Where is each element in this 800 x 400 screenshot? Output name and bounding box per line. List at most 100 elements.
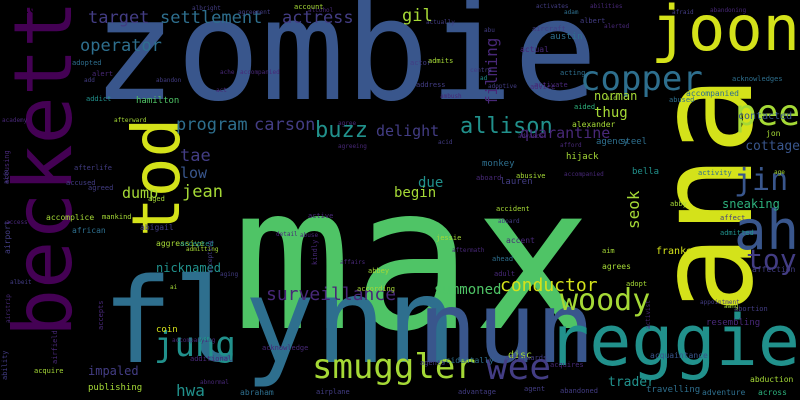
cloud-word: acknowledge — [262, 344, 309, 352]
cloud-word: agreeing — [338, 143, 367, 150]
cloud-word: carson — [254, 115, 316, 135]
cloud-word: adventure — [702, 388, 746, 397]
cloud-word: gil — [402, 6, 433, 26]
cloud-word: activates — [536, 3, 569, 10]
cloud-word: ability — [1, 350, 9, 380]
cloud-word: accent — [506, 236, 535, 245]
cloud-word: allison — [460, 114, 553, 139]
cloud-word: toy — [746, 243, 797, 276]
cloud-word: adult — [494, 270, 516, 278]
cloud-word: abbey — [368, 267, 390, 275]
cloud-word: alert — [92, 70, 114, 78]
cloud-word: alexander — [572, 120, 616, 129]
cloud-word: ambush — [440, 93, 462, 100]
cloud-word: albright — [192, 5, 221, 12]
cloud-word: aboard — [498, 218, 520, 225]
cloud-word: advance — [518, 133, 544, 140]
cloud-word: advantage — [458, 388, 496, 396]
cloud-word: wee — [486, 347, 552, 388]
cloud-word: frankenstein — [656, 246, 729, 257]
cloud-word: aided — [574, 103, 596, 111]
cloud-word: appointment — [700, 299, 740, 306]
cloud-word: flynn — [102, 252, 458, 390]
cloud-word: airstrip — [5, 294, 12, 323]
cloud-word: abandoning — [710, 7, 747, 14]
cloud-word: zombie — [92, 0, 598, 133]
cloud-word: reggie — [547, 300, 800, 382]
cloud-word: adopt — [626, 280, 648, 288]
cloud-word: accompanying — [172, 337, 216, 344]
cloud-word: hwa — [176, 381, 205, 400]
cloud-word: conductor — [500, 275, 598, 296]
cloud-word: affairs — [340, 259, 366, 266]
cloud-word: ad — [480, 75, 488, 82]
cloud-word: afterlife — [74, 164, 112, 172]
cloud-word: quarantine — [520, 124, 611, 142]
cloud-word: acquires — [550, 361, 584, 369]
cloud-word: accused — [66, 179, 96, 187]
cloud-word: begin — [394, 185, 437, 201]
cloud-word: tae — [180, 146, 211, 166]
cloud-word: abraham — [240, 388, 274, 397]
cloud-word: actually — [426, 19, 455, 26]
cloud-word: mankind — [102, 213, 132, 221]
cloud-word: jon — [766, 129, 781, 138]
cloud-word: agreement — [238, 9, 271, 16]
cloud-word: abortion — [734, 305, 768, 313]
cloud-word: aid — [606, 95, 617, 102]
cloud-word: impaled — [88, 364, 139, 378]
cloud-word: across — [758, 388, 787, 397]
cloud-word: jung — [154, 325, 236, 365]
cloud-word: summoned — [434, 282, 502, 298]
cloud-word: abigail — [140, 223, 174, 232]
cloud-word: surveillance — [266, 284, 397, 305]
cloud-word: disc — [508, 350, 533, 361]
cloud-word: adam — [564, 9, 579, 16]
cloud-word: airplane — [316, 388, 350, 396]
cloud-word: abilities — [590, 3, 623, 10]
cloud-word: aliens — [0, 0, 58, 17]
cloud-word: dump — [122, 184, 159, 202]
cloud-word: abuse — [300, 232, 319, 239]
cloud-word: contacted — [738, 111, 793, 122]
cloud-word: affection — [752, 265, 796, 274]
cloud-word: ah — [734, 199, 800, 262]
cloud-word: admitting — [186, 246, 219, 253]
cloud-word: coin — [156, 325, 178, 335]
cloud-word: acting — [560, 69, 586, 77]
cloud-word: bella — [632, 167, 660, 177]
cloud-word: seok — [624, 190, 643, 229]
cloud-word: aang — [724, 303, 739, 310]
cloud-word: ai — [170, 284, 178, 291]
cloud-word: accompanied — [564, 171, 604, 178]
cloud-word: agent — [524, 385, 546, 393]
cloud-word: accompanied — [240, 69, 280, 76]
cloud-word: aftermath — [452, 247, 485, 254]
cloud-word: woody — [560, 283, 651, 318]
cloud-word: trader — [608, 375, 655, 390]
cloud-word: accepting — [207, 240, 214, 273]
cloud-word: adoptive — [488, 83, 517, 90]
cloud-word: actress — [282, 8, 354, 28]
cloud-word: aide — [3, 169, 10, 184]
cloud-word: admitted — [720, 229, 754, 237]
cloud-word: accident — [496, 205, 530, 213]
cloud-word: activity — [698, 169, 732, 177]
cloud-word: ahead — [492, 255, 514, 263]
cloud-word: afford — [560, 142, 582, 149]
cloud-word: max — [232, 143, 594, 376]
cloud-word: pee — [734, 93, 800, 134]
cloud-word: accompanied — [686, 89, 739, 98]
cloud-word: detail — [276, 231, 298, 238]
cloud-word: albeit — [10, 279, 32, 286]
cloud-word: norman — [594, 89, 638, 103]
cloud-word: abusive — [516, 172, 546, 180]
cloud-word: abby — [670, 200, 687, 208]
cloud-word: buzz — [315, 118, 368, 143]
cloud-word: nicknamed — [156, 261, 222, 275]
cloud-word: acid — [438, 139, 453, 146]
cloud-word: travelling — [646, 385, 701, 395]
cloud-word: activist — [645, 300, 652, 329]
cloud-word: copper — [580, 59, 703, 99]
